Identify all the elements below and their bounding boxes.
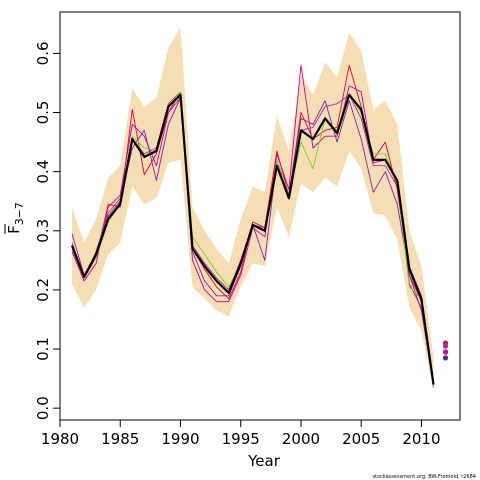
- x-tick-label-1985: 1985: [101, 430, 139, 448]
- y-axis-title-subscript: 3−7: [13, 202, 26, 225]
- series-layer: [70, 64, 435, 388]
- x-tick-label-1980: 1980: [41, 430, 79, 448]
- x-axis: 1980 1985 1990 1995 2000 2005 2010: [41, 420, 441, 448]
- x-axis-title: Year: [247, 452, 281, 470]
- y-tick-label-4: 0.4: [34, 160, 52, 184]
- y-tick-label-2: 0.2: [34, 278, 52, 302]
- y-tick-label-6: 0.6: [34, 41, 52, 65]
- plot-frame: [59, 11, 461, 421]
- points-2012-layer: [442, 340, 449, 361]
- x-tick-label-2000: 2000: [282, 430, 320, 448]
- point-2012-2: [442, 343, 449, 349]
- y-axis-title: F3−7: [5, 202, 26, 234]
- confidence-band: [72, 26, 434, 391]
- y-tick-label-5: 0.5: [34, 101, 52, 125]
- x-tick-label-2005: 2005: [342, 430, 380, 448]
- confidence-band-layer: [72, 26, 434, 391]
- y-tick-label-1: 0.1: [34, 337, 52, 361]
- point-2012-3: [442, 349, 449, 355]
- point-2012-4: [442, 355, 449, 361]
- y-axis-title-group: F3−7: [4, 202, 26, 234]
- series-line-1: [70, 93, 435, 385]
- x-tick-label-1995: 1995: [222, 430, 260, 448]
- y-axis-title-main: F: [5, 225, 23, 234]
- x-tick-label-2010: 2010: [402, 430, 440, 448]
- y-axis: 0.0 0.1 0.2 0.3 0.4 0.5 0.6: [34, 41, 60, 420]
- credit-text: stockassessment.org, BW-Fromold, r2684: [372, 474, 476, 480]
- x-tick-label-1990: 1990: [161, 430, 199, 448]
- y-tick-label-0: 0.0: [34, 396, 52, 420]
- y-tick-label-3: 0.3: [34, 219, 52, 243]
